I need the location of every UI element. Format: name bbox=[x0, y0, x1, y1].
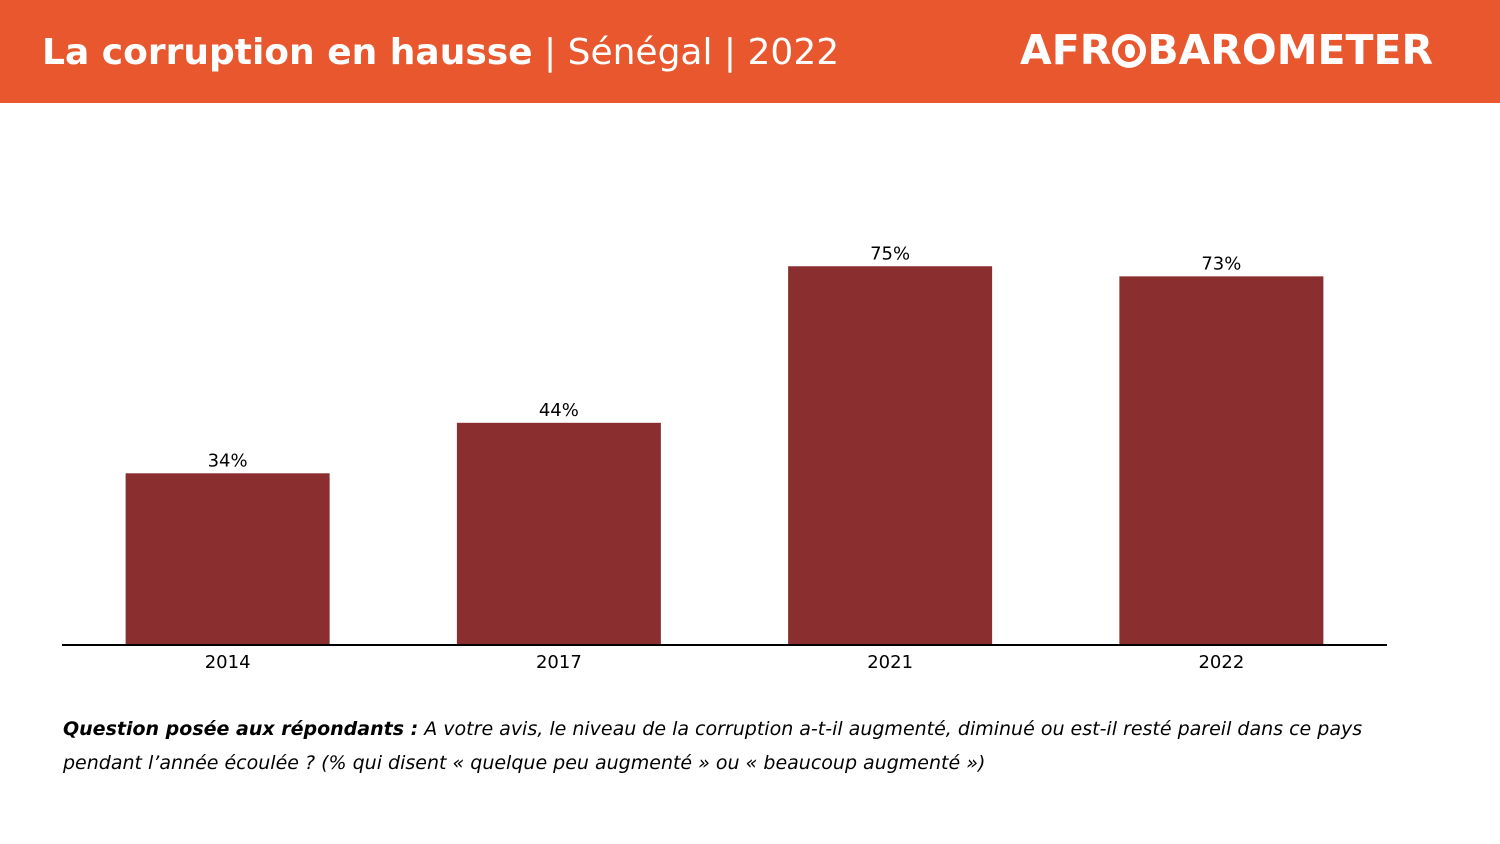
bar-2022 bbox=[1119, 276, 1324, 645]
logo-text-end: BAROMETER bbox=[1147, 26, 1434, 74]
x-tick-2017: 2017 bbox=[536, 652, 582, 673]
x-tick-2014: 2014 bbox=[205, 652, 251, 673]
x-tick-2022: 2022 bbox=[1198, 652, 1244, 673]
data-label-2014: 34% bbox=[208, 450, 248, 471]
bar-2014 bbox=[125, 473, 330, 645]
globe-icon bbox=[1112, 34, 1147, 68]
footnote: Question posée aux répondants : A votre … bbox=[63, 712, 1443, 780]
title-country-year: | Sénégal | 2022 bbox=[532, 32, 840, 73]
bar-chart: 34% 2014 44% 2017 75% 2021 73% 2022 bbox=[62, 243, 1387, 673]
data-label-2017: 44% bbox=[539, 400, 579, 421]
x-tick-2021: 2021 bbox=[867, 652, 913, 673]
title-main: La corruption en hausse bbox=[42, 32, 533, 73]
data-label-2022: 73% bbox=[1201, 253, 1241, 274]
afrobarometer-logo: AFR BAROMETER bbox=[1020, 24, 1433, 76]
question-text: A votre avis, le niveau de la corruption… bbox=[63, 718, 1363, 774]
bar-2021 bbox=[788, 266, 993, 645]
header-bar: La corruption en hausse | Sénégal | 2022… bbox=[0, 0, 1500, 103]
page-title: La corruption en hausse | Sénégal | 2022 bbox=[42, 29, 839, 77]
question-label: Question posée aux répondants : bbox=[63, 718, 419, 740]
data-label-2021: 75% bbox=[870, 243, 910, 264]
logo-text-start: AFR bbox=[1020, 26, 1112, 74]
bar-2017 bbox=[456, 422, 661, 645]
